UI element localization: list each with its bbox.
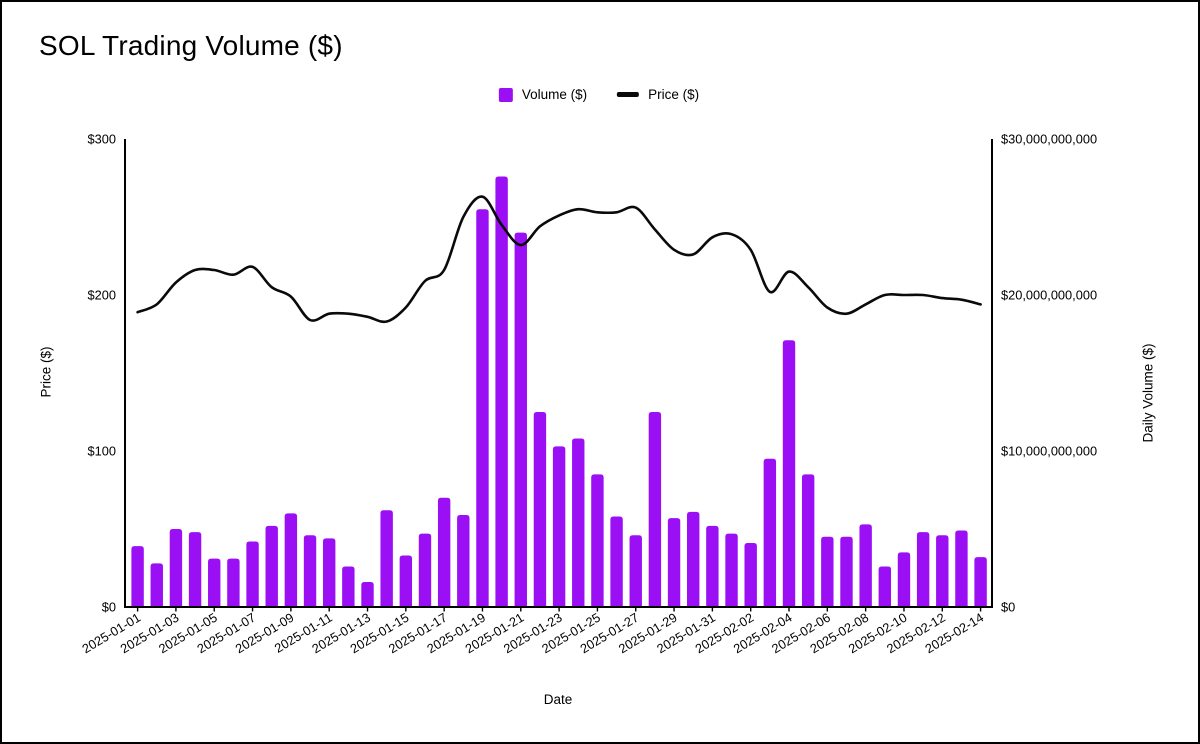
volume-bar [782, 340, 796, 607]
volume-bar [629, 535, 642, 607]
volume-bar [916, 532, 930, 607]
volume-bar [284, 513, 298, 607]
legend-label-price: Price ($) [648, 87, 700, 102]
volume-bar [974, 557, 987, 607]
volume-bars [131, 176, 987, 607]
volume-bar [265, 525, 278, 607]
legend-label-volume: Volume ($) [521, 87, 588, 102]
volume-bar [418, 533, 432, 607]
volume-bar [476, 209, 489, 607]
volume-bar [227, 558, 240, 607]
volume-bar [399, 555, 413, 607]
volume-bar [131, 546, 144, 607]
price-swatch-icon [617, 92, 640, 97]
volume-bar [437, 497, 451, 607]
volume-bar [801, 474, 815, 607]
volume-bar [514, 232, 527, 607]
volume-bar [610, 516, 623, 607]
volume-bar [208, 558, 221, 607]
volume-bar [533, 412, 547, 607]
tick-label: $200 [88, 288, 116, 303]
tick-label: $0 [1001, 600, 1015, 615]
volume-bar [342, 566, 355, 607]
volume-bar [840, 536, 853, 607]
volume-bar [552, 446, 566, 607]
chart-title: SOL Trading Volume ($) [39, 30, 343, 61]
volume-bar [495, 176, 508, 607]
volume-bar [878, 566, 892, 607]
tick-label: $300 [88, 132, 116, 147]
volume-bar [150, 563, 163, 607]
legend-item-volume: Volume ($) [498, 87, 588, 102]
volume-bar [246, 541, 259, 607]
volume-bar [859, 524, 872, 607]
volume-bar [361, 582, 374, 607]
volume-bar [821, 536, 834, 607]
tick-label: $0 [102, 600, 116, 615]
volume-bar [380, 510, 393, 607]
volume-bar [706, 525, 719, 607]
tick-label: $100 [88, 444, 116, 459]
volume-bar [322, 538, 336, 607]
volume-bar [457, 514, 470, 607]
volume-bar [169, 529, 183, 607]
volume-bar [725, 533, 738, 607]
volume-bar [687, 511, 700, 607]
volume-bar [572, 438, 585, 607]
volume-swatch-icon [498, 87, 513, 102]
legend: Volume ($) Price ($) [498, 87, 699, 102]
volume-bar [763, 458, 777, 607]
tick-label: $30,000,000,000 [1001, 132, 1097, 147]
tick-label: $10,000,000,000 [1001, 444, 1097, 459]
volume-bar [303, 535, 317, 607]
volume-bar [936, 535, 949, 607]
price-line [136, 195, 982, 324]
volume-bar [897, 552, 911, 607]
volume-bar [955, 530, 968, 607]
x-axis-title: Date [543, 692, 573, 707]
volume-bar [591, 474, 604, 607]
volume-bar [667, 518, 681, 607]
volume-bar [188, 532, 202, 607]
tick-label: $20,000,000,000 [1001, 288, 1097, 303]
volume-bar [648, 412, 662, 607]
volume-bar [744, 543, 757, 607]
legend-item-price: Price ($) [617, 87, 699, 102]
